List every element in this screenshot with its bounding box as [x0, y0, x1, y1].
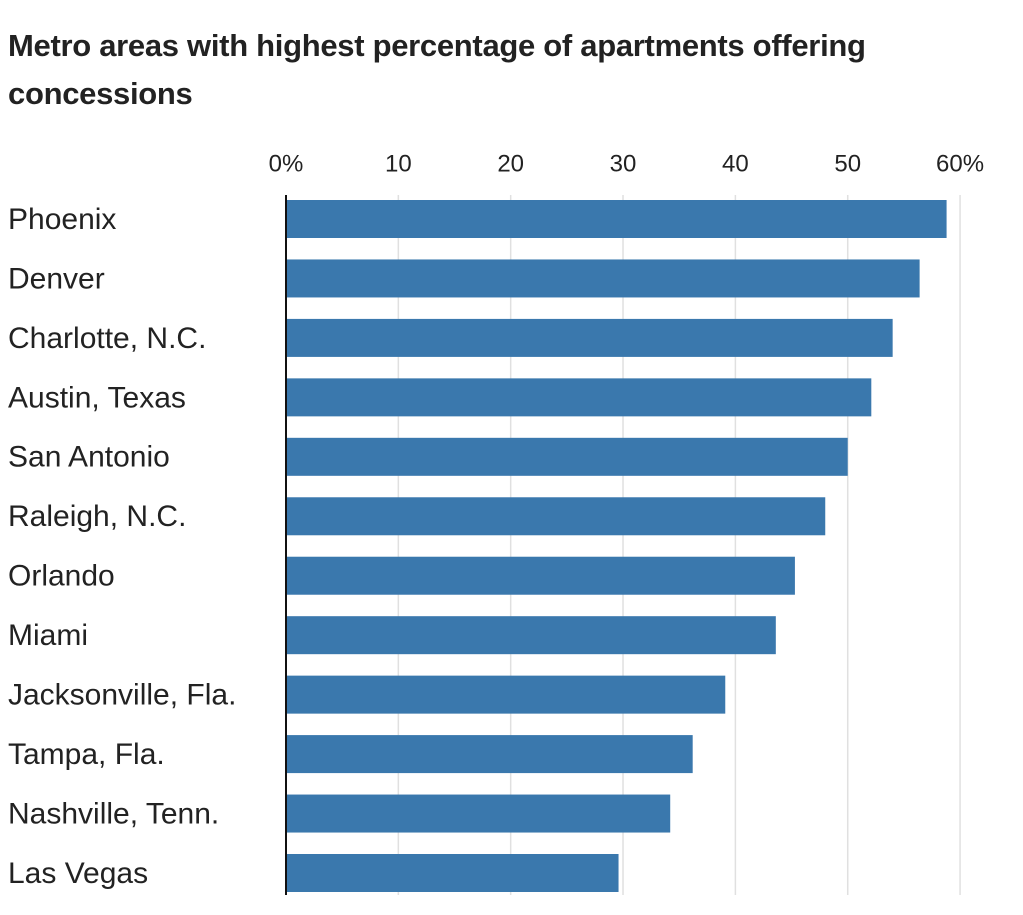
- y-tick-label: Jacksonville, Fla.: [8, 679, 236, 712]
- bar: [286, 437, 848, 476]
- y-tick-label: Charlotte, N.C.: [8, 322, 206, 355]
- bar: [286, 378, 872, 417]
- bar: [286, 675, 726, 714]
- x-tick-label: 30: [610, 150, 637, 177]
- x-tick-label: 40: [722, 150, 749, 177]
- bar: [286, 497, 826, 536]
- x-tick-label: 0%: [269, 150, 304, 177]
- y-tick-label: Austin, Texas: [8, 381, 186, 414]
- bar: [286, 616, 776, 655]
- bar: [286, 318, 893, 357]
- y-tick-label: Raleigh, N.C.: [8, 500, 186, 533]
- chart-title: Metro areas with highest percentage of a…: [8, 28, 866, 111]
- x-tick-label: 20: [497, 150, 524, 177]
- bar: [286, 200, 947, 238]
- bar: [286, 794, 671, 833]
- x-tick-label: 60%: [936, 150, 984, 177]
- bar: [286, 735, 693, 774]
- bar: [286, 556, 795, 595]
- y-tick-label: San Antonio: [8, 441, 170, 474]
- y-tick-label: Orlando: [8, 560, 115, 593]
- bar: [286, 259, 920, 298]
- y-tick-label: Miami: [8, 619, 88, 652]
- y-tick-label: Nashville, Tenn.: [8, 797, 219, 830]
- x-tick-label: 50: [834, 150, 861, 177]
- y-tick-label: Phoenix: [8, 203, 116, 236]
- bar: [286, 854, 619, 892]
- y-tick-label: Tampa, Fla.: [8, 738, 165, 771]
- y-tick-label: Las Vegas: [8, 857, 148, 890]
- y-tick-label: Denver: [8, 262, 105, 295]
- x-tick-label: 10: [385, 150, 412, 177]
